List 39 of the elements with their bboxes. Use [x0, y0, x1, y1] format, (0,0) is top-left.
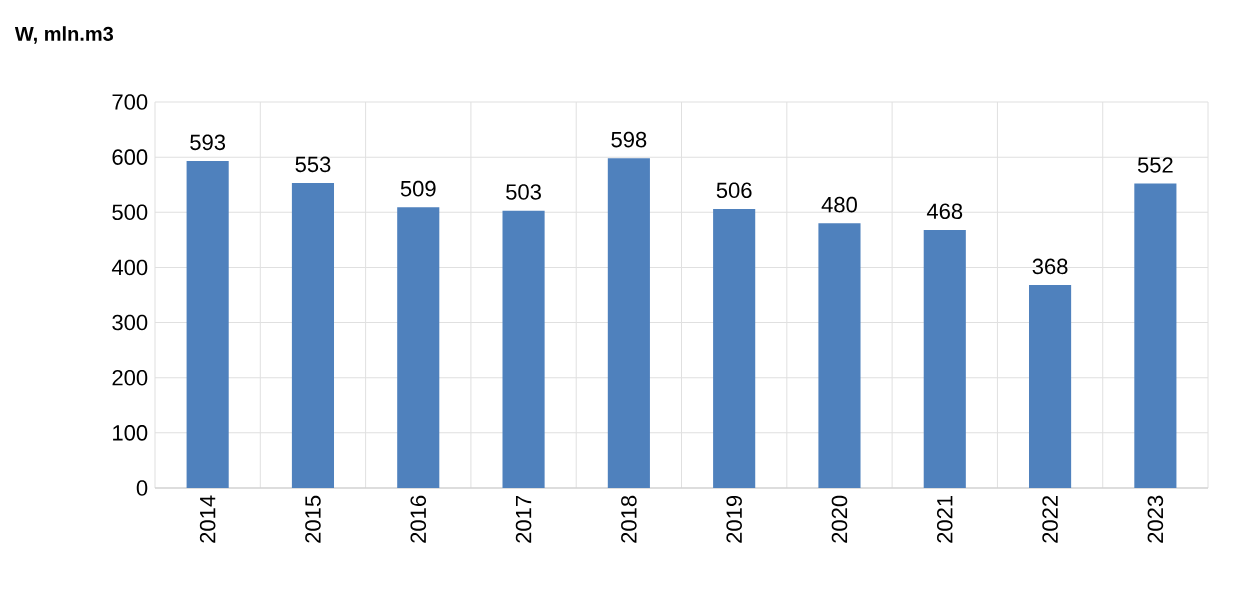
data-label: 509	[400, 180, 436, 197]
bar	[607, 158, 650, 488]
x-tick-label: 2023	[1147, 495, 1164, 543]
bar	[1029, 285, 1072, 488]
data-label: 480	[821, 196, 857, 213]
data-label: 598	[611, 131, 647, 148]
x-tick-label: 2018	[621, 495, 637, 543]
bar	[713, 208, 756, 488]
y-tick-label: 200	[112, 369, 148, 386]
x-tick-label: 2014	[199, 495, 216, 543]
data-label: 553	[295, 156, 331, 173]
x-tick-label: 2021	[936, 495, 953, 543]
bar	[186, 161, 229, 488]
y-tick-label: 300	[112, 314, 148, 331]
data-label: 368	[1032, 258, 1068, 275]
y-tick-label: 600	[112, 149, 148, 165]
x-tick-label: 2019	[726, 495, 742, 543]
data-label: 552	[1137, 157, 1173, 173]
bar	[291, 183, 335, 488]
y-axis-title: W, mln.m3	[14, 26, 114, 44]
data-label: 593	[190, 134, 226, 151]
data-label: 506	[716, 182, 752, 199]
bar	[923, 229, 966, 488]
x-tick-label: 2015	[305, 495, 321, 543]
x-tick-label: 2016	[410, 495, 427, 543]
bar	[502, 210, 545, 488]
y-tick-label: 400	[111, 259, 148, 276]
bar	[818, 223, 861, 488]
x-tick-label: 2017	[515, 495, 532, 543]
bar	[1134, 183, 1177, 488]
data-label: 468	[926, 203, 963, 220]
data-label: 503	[506, 184, 541, 200]
x-tick-label: 2020	[831, 495, 848, 543]
y-tick-label: 100	[113, 425, 148, 441]
y-tick-label: 700	[112, 94, 148, 110]
bar	[397, 207, 440, 488]
y-tick-label: 500	[112, 204, 148, 221]
x-tick-label: 2022	[1042, 495, 1058, 543]
y-tick-label: 0	[136, 480, 148, 496]
